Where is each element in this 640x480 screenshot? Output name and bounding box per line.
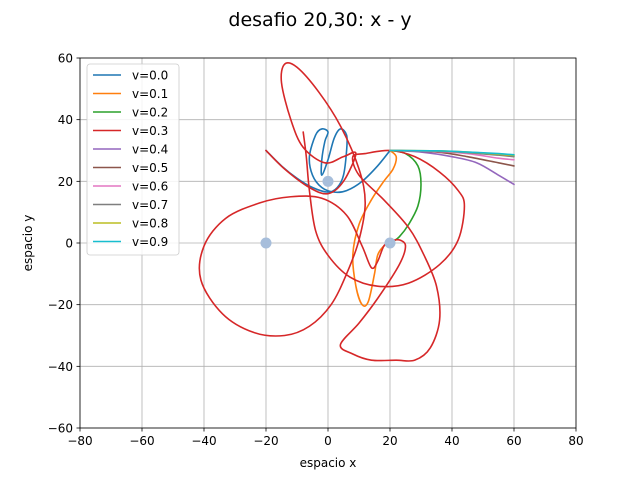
attractor-point [322, 175, 334, 187]
legend-entry: v=0.2 [132, 106, 168, 120]
y-tick-label: −40 [48, 360, 73, 374]
attractor-point [260, 237, 272, 249]
x-tick-label: −80 [67, 434, 92, 448]
series-layer [198, 62, 515, 362]
x-axis-label: espacio x [300, 456, 357, 470]
x-tick-label: −60 [129, 434, 154, 448]
x-tick-label: −20 [253, 434, 278, 448]
y-tick-label: 40 [58, 113, 73, 127]
legend-entry: v=0.9 [132, 235, 168, 249]
legend-entry: v=0.7 [132, 198, 168, 212]
legend-entry: v=0.8 [132, 217, 168, 231]
attractor-point [384, 237, 396, 249]
y-axis-label: espacio y [21, 215, 35, 272]
legend: v=0.0 v=0.1 v=0.2 v=0.3 v=0.4 v=0.5 v=0.6 v=0.7… [86, 63, 180, 256]
series-line-v=0.9 [389, 149, 515, 156]
y-tick-label: 20 [58, 175, 73, 189]
y-tick-label: 0 [65, 237, 73, 251]
attractor-points [260, 175, 396, 249]
x-tick-label: 0 [324, 434, 332, 448]
x-tick-label: 40 [444, 434, 459, 448]
y-tick-label: −60 [48, 422, 73, 436]
legend-entry: v=0.5 [132, 161, 168, 175]
x-tick-label: −40 [191, 434, 216, 448]
legend-entry: v=0.0 [132, 69, 168, 83]
y-tick-label: −20 [48, 298, 73, 312]
series-line-v=0.3 [198, 62, 466, 362]
series-line-v=0.1 [351, 149, 398, 307]
x-tick-label: 60 [506, 434, 521, 448]
legend-entry: v=0.1 [132, 87, 168, 101]
y-tick-label: 60 [58, 52, 73, 66]
legend-entry: v=0.4 [132, 143, 168, 157]
legend-entry: v=0.3 [132, 124, 168, 138]
legend-entry: v=0.6 [132, 180, 168, 194]
chart-title: desafio 20,30: x - y [228, 9, 411, 31]
x-tick-label: 20 [382, 434, 397, 448]
x-tick-label: 80 [568, 434, 583, 448]
